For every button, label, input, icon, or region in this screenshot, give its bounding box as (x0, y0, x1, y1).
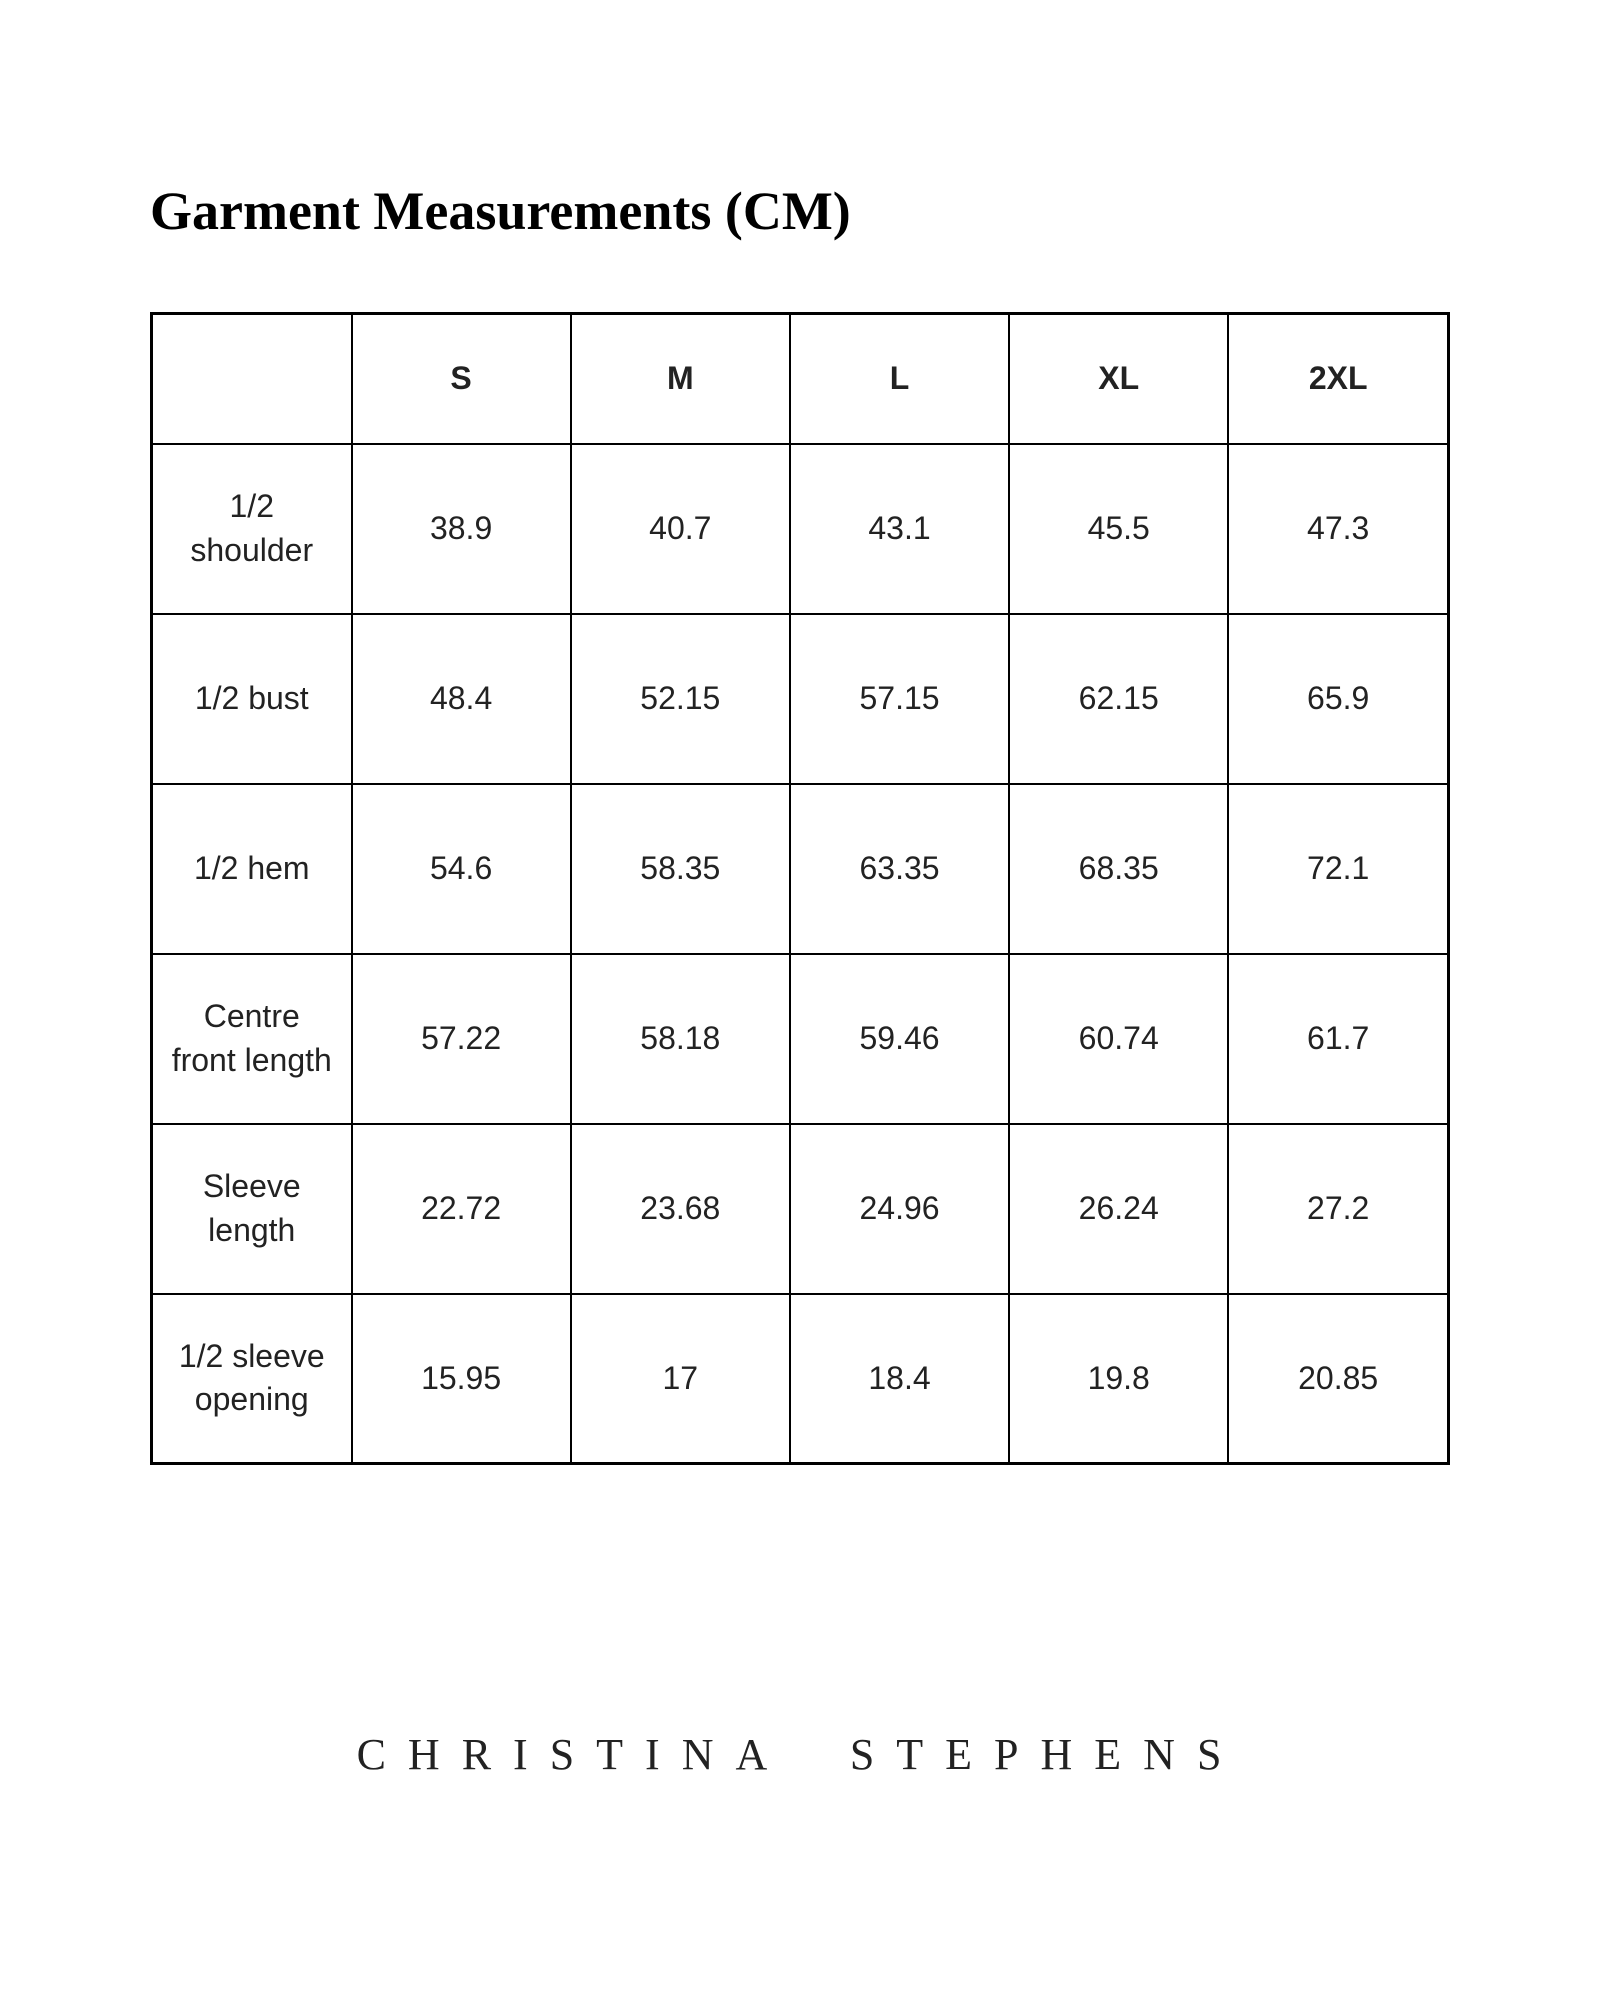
table-cell: 40.7 (571, 444, 790, 614)
table-row: 1/2 sleeve opening 15.95 17 18.4 19.8 20… (152, 1294, 1449, 1464)
table-row-label: 1/2 hem (152, 784, 352, 954)
table-cell: 23.68 (571, 1124, 790, 1294)
table-cell: 38.9 (352, 444, 571, 614)
table-cell: 57.15 (790, 614, 1009, 784)
table-header-empty (152, 314, 352, 444)
table-header-size: M (571, 314, 790, 444)
measurements-table: S M L XL 2XL 1/2 shoulder 38.9 40.7 43.1… (150, 312, 1450, 1465)
table-row-label: 1/2 sleeve opening (152, 1294, 352, 1464)
table-row: 1/2 bust 48.4 52.15 57.15 62.15 65.9 (152, 614, 1449, 784)
table-cell: 26.24 (1009, 1124, 1228, 1294)
table-row-label: 1/2 shoulder (152, 444, 352, 614)
table-row-label: Centre front length (152, 954, 352, 1124)
table-header-row: S M L XL 2XL (152, 314, 1449, 444)
page-title: Garment Measurements (CM) (150, 180, 1470, 242)
table-cell: 48.4 (352, 614, 571, 784)
table-cell: 57.22 (352, 954, 571, 1124)
table-row: 1/2 shoulder 38.9 40.7 43.1 45.5 47.3 (152, 444, 1449, 614)
table-cell: 19.8 (1009, 1294, 1228, 1464)
table-cell: 60.74 (1009, 954, 1228, 1124)
table-cell: 45.5 (1009, 444, 1228, 614)
table-cell: 61.7 (1228, 954, 1448, 1124)
table-cell: 17 (571, 1294, 790, 1464)
table-cell: 65.9 (1228, 614, 1448, 784)
table-cell: 27.2 (1228, 1124, 1448, 1294)
table-cell: 24.96 (790, 1124, 1009, 1294)
table-header-size: 2XL (1228, 314, 1448, 444)
table-cell: 43.1 (790, 444, 1009, 614)
table-cell: 20.85 (1228, 1294, 1448, 1464)
table-cell: 59.46 (790, 954, 1009, 1124)
table-cell: 72.1 (1228, 784, 1448, 954)
table-cell: 47.3 (1228, 444, 1448, 614)
brand-name: CHRISTINA STEPHENS (0, 1729, 1600, 1780)
table-cell: 58.18 (571, 954, 790, 1124)
table-header-size: L (790, 314, 1009, 444)
table-header-size: S (352, 314, 571, 444)
measurements-table-container: S M L XL 2XL 1/2 shoulder 38.9 40.7 43.1… (150, 312, 1450, 1465)
table-cell: 58.35 (571, 784, 790, 954)
table-row-label: 1/2 bust (152, 614, 352, 784)
table-cell: 62.15 (1009, 614, 1228, 784)
table-header-size: XL (1009, 314, 1228, 444)
table-cell: 15.95 (352, 1294, 571, 1464)
table-cell: 52.15 (571, 614, 790, 784)
table-cell: 63.35 (790, 784, 1009, 954)
table-row: Sleeve length 22.72 23.68 24.96 26.24 27… (152, 1124, 1449, 1294)
table-row-label: Sleeve length (152, 1124, 352, 1294)
table-row: 1/2 hem 54.6 58.35 63.35 68.35 72.1 (152, 784, 1449, 954)
table-cell: 18.4 (790, 1294, 1009, 1464)
table-cell: 22.72 (352, 1124, 571, 1294)
table-cell: 68.35 (1009, 784, 1228, 954)
table-cell: 54.6 (352, 784, 571, 954)
table-row: Centre front length 57.22 58.18 59.46 60… (152, 954, 1449, 1124)
